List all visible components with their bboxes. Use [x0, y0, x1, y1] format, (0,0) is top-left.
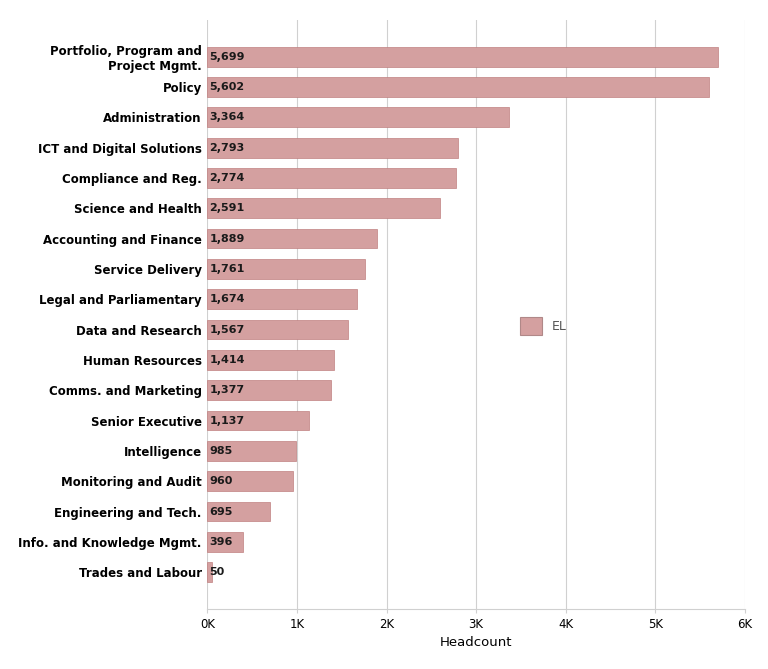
Bar	[207, 563, 212, 582]
Text: 1,377: 1,377	[210, 385, 245, 395]
Bar	[207, 259, 365, 279]
Text: 1,889: 1,889	[210, 233, 245, 244]
Text: 3,364: 3,364	[210, 112, 245, 122]
Text: 1,674: 1,674	[210, 294, 245, 304]
Bar	[207, 411, 310, 430]
Text: 960: 960	[210, 476, 233, 486]
Bar	[207, 441, 296, 461]
Bar	[207, 381, 331, 400]
Text: 1,761: 1,761	[210, 264, 245, 274]
Bar	[207, 532, 243, 552]
Text: 2,591: 2,591	[210, 203, 245, 213]
Text: 2,793: 2,793	[210, 142, 245, 153]
Text: 1,414: 1,414	[210, 355, 245, 365]
Bar	[207, 138, 458, 157]
Text: 396: 396	[210, 537, 233, 547]
Bar	[207, 229, 376, 248]
Bar	[207, 472, 293, 491]
Text: 5,699: 5,699	[210, 52, 245, 62]
Bar	[207, 108, 508, 127]
Bar	[207, 199, 439, 218]
Bar	[207, 168, 456, 188]
Bar	[207, 290, 357, 309]
Text: 695: 695	[210, 506, 233, 516]
Text: 2,774: 2,774	[210, 173, 245, 183]
Text: 50: 50	[210, 567, 225, 577]
Text: 1,137: 1,137	[210, 415, 245, 425]
Legend: EL: EL	[515, 312, 572, 340]
Text: 1,567: 1,567	[210, 324, 245, 334]
Bar	[207, 77, 710, 97]
Bar	[207, 502, 270, 521]
Text: 5,602: 5,602	[210, 82, 245, 92]
X-axis label: Headcount: Headcount	[440, 636, 512, 650]
Bar	[207, 320, 348, 339]
Bar	[207, 47, 718, 66]
Bar	[207, 350, 334, 370]
Text: 985: 985	[210, 446, 233, 456]
